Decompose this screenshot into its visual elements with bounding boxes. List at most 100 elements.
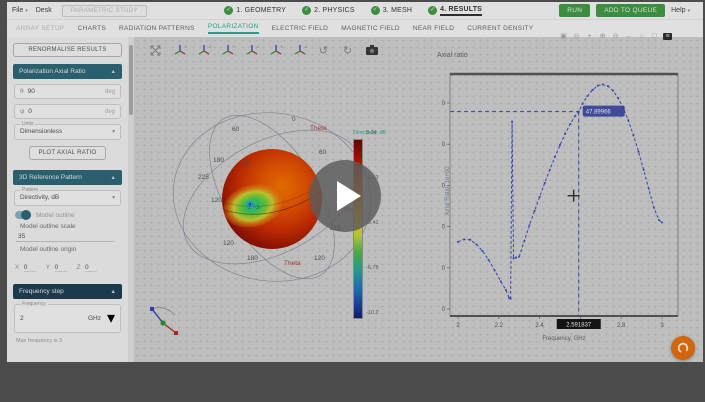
panel-header[interactable]: 3D Reference Pattern ▲ <box>13 170 122 185</box>
y-tick-label: 50 <box>442 101 446 107</box>
step-mesh[interactable]: ✓ 3. MESH <box>370 6 413 15</box>
step-results[interactable]: ✓ 4. RESULTS <box>428 6 483 16</box>
parametric-study-button[interactable]: PARAMETRIC STUDY <box>61 4 147 17</box>
desk-menu[interactable]: Desk <box>35 7 52 14</box>
tab-near-field[interactable]: NEAR FIELD <box>412 25 455 32</box>
origin-z-input[interactable]: 0 <box>85 264 98 272</box>
chart-x-axis-label: Frequency, GHz <box>542 336 585 342</box>
colorbar-tick: -6.78 <box>366 265 379 271</box>
add-to-queue-button[interactable]: ADD TO QUEUE <box>596 4 666 17</box>
renormalise-results-button[interactable]: RENORMALISE RESULTS <box>13 43 122 57</box>
model-outline-scale-input[interactable]: 35 <box>16 232 115 242</box>
angle-tick-label: 90 <box>243 161 251 168</box>
plot-axial-ratio-button[interactable]: PLOT AXIAL RATIO <box>29 146 106 160</box>
hover-x-value-label: 2.591837 <box>566 323 592 329</box>
panel-header[interactable]: Frequency step ▲ <box>13 284 122 299</box>
phi-field[interactable]: φ 0 deg <box>14 104 121 119</box>
chevron-down-icon: ▾ <box>112 194 115 201</box>
panel-polarization-axial-ratio: Polarization Axial Ratio ▲ θ 90 deg φ 0 … <box>13 64 122 163</box>
model-outline-scale-label: Model outline scale <box>20 223 76 230</box>
tab-radiation-patterns[interactable]: RADIATION PATTERNS <box>118 25 195 32</box>
view-minus-x-icon[interactable]: -X <box>196 43 211 58</box>
tab-charts[interactable]: CHARTS <box>77 25 106 32</box>
collapse-chevron-icon[interactable]: ▲ <box>110 288 116 295</box>
menu-icon[interactable]: ≡ <box>663 32 672 40</box>
fullscreen-icon[interactable]: □ <box>652 32 657 40</box>
autoscale-icon[interactable]: ↔ <box>625 32 632 40</box>
fit-view-icon[interactable] <box>148 43 163 58</box>
help-fab-button[interactable] <box>671 336 695 360</box>
view-plus-x-icon[interactable]: +X <box>172 43 187 58</box>
play-button[interactable] <box>309 160 381 232</box>
origin-inputs: X 0 Y 0 Z 0 <box>15 256 121 274</box>
units-select[interactable]: Units Dimensionless ▾ <box>14 121 121 140</box>
panel-frequency-step: Frequency step ▲ Frequency 2 GHz ▾ Max f… <box>13 284 122 345</box>
top-bar-actions: RUN ADD TO QUEUE Help ▾ <box>559 4 698 17</box>
x-tick-label: 3 <box>660 323 664 329</box>
sidebar-scrollbar[interactable] <box>128 37 134 362</box>
panel-3d-reference-pattern: 3D Reference Pattern ▲ Pattern Directivi… <box>13 170 122 277</box>
model-outline-origin-label: Model outline origin <box>20 246 77 253</box>
pan-icon[interactable]: + <box>587 32 592 40</box>
tab-electric-field[interactable]: ELECTRIC FIELD <box>271 25 329 32</box>
rotate-cw-icon[interactable]: ↻ <box>342 44 353 57</box>
x-tick-label: 2 <box>456 323 460 329</box>
panel-header[interactable]: Polarization Axial Ratio ▲ <box>13 64 122 79</box>
app-window: File ▾ Desk PARAMETRIC STUDY ✓ 1. GEOMETR… <box>7 2 703 362</box>
chevron-down-icon: ▾ <box>687 8 690 14</box>
step-geometry[interactable]: ✓ 1. GEOMETRY <box>224 6 287 15</box>
rotate-ccw-icon[interactable]: ↺ <box>318 44 329 57</box>
tab-magnetic-field[interactable]: MAGNETIC FIELD <box>341 25 400 32</box>
frequency-field[interactable]: Frequency 2 GHz ▾ <box>14 301 121 333</box>
view-plus-z-icon[interactable]: +Z <box>268 43 283 58</box>
viewport-toolbar: +X -X +Y -Y +Z -Z ↺ ↻ <box>148 42 379 58</box>
collapse-chevron-icon[interactable]: ▲ <box>110 174 116 181</box>
svg-text:-Y: -Y <box>256 44 259 49</box>
view-plus-y-icon[interactable]: +Y <box>220 43 235 58</box>
svg-text:+X: +X <box>184 44 187 49</box>
frequency-input[interactable]: 2 <box>20 314 24 322</box>
x-tick-label: 2.8 <box>617 323 626 329</box>
hover-value-label: 47.89966 <box>586 110 612 116</box>
screenshot-icon[interactable] <box>364 43 379 58</box>
collapse-chevron-icon[interactable]: ▲ <box>110 68 116 75</box>
settings-sidebar: RENORMALISE RESULTS Polarization Axial R… <box>7 37 128 362</box>
view-minus-y-icon[interactable]: -Y <box>244 43 259 58</box>
svg-text:+Z: +Z <box>280 44 283 49</box>
max-frequency-hint: Max frequency is 3 <box>16 338 63 344</box>
play-icon <box>337 181 361 211</box>
check-icon: ✓ <box>370 6 380 15</box>
angle-tick-label: 225 <box>198 174 209 181</box>
tab-current-density[interactable]: CURRENT DENSITY <box>467 25 534 32</box>
x-tick-label: 2.2 <box>495 323 504 329</box>
tab-polarization[interactable]: POLARIZATION <box>207 23 259 34</box>
results-tab-bar: ARRAY SETUP CHARTS RADIATION PATTERNS PO… <box>7 20 703 37</box>
hover-x-axis-flag <box>556 319 601 329</box>
chevron-down-icon: ▾ <box>112 128 115 135</box>
step-physics[interactable]: ✓ 2. PHYSICS <box>302 6 355 15</box>
run-button[interactable]: RUN <box>559 4 591 17</box>
file-menu[interactable]: File ▾ <box>12 7 28 14</box>
camera-icon[interactable]: ▣ <box>560 33 567 40</box>
theta-field[interactable]: θ 90 deg <box>14 84 121 99</box>
view-minus-z-icon[interactable]: -Z <box>292 43 307 58</box>
scrollbar-thumb[interactable] <box>129 45 133 115</box>
zoom-icon[interactable]: ◎ <box>573 33 580 40</box>
angle-tick-label: 270 <box>248 204 259 211</box>
help-menu[interactable]: Help ▾ <box>671 7 690 14</box>
origin-x-input[interactable]: 0 <box>23 264 36 272</box>
axis-name-label: Theta <box>310 125 327 132</box>
reset-axes-icon[interactable]: ⌂ <box>639 32 644 40</box>
angle-tick-label: 120 <box>223 240 234 247</box>
radiation-pattern-3d[interactable]: 0Theta606018022590120270315Phi120180Thet… <box>169 94 375 300</box>
origin-y-input[interactable]: 0 <box>54 264 67 272</box>
zoom-in-icon[interactable]: ⊕ <box>599 33 606 40</box>
axis-name-label: Theta <box>284 260 301 267</box>
pattern-select[interactable]: Pattern Directivity, dB ▾ <box>14 187 121 206</box>
zoom-out-icon[interactable]: ⊖ <box>612 33 619 40</box>
angle-tick-label: 60 <box>232 126 240 133</box>
y-tick-label: 0 <box>442 307 446 313</box>
model-outline-toggle[interactable] <box>15 210 31 220</box>
y-tick-label: 30 <box>442 183 446 189</box>
